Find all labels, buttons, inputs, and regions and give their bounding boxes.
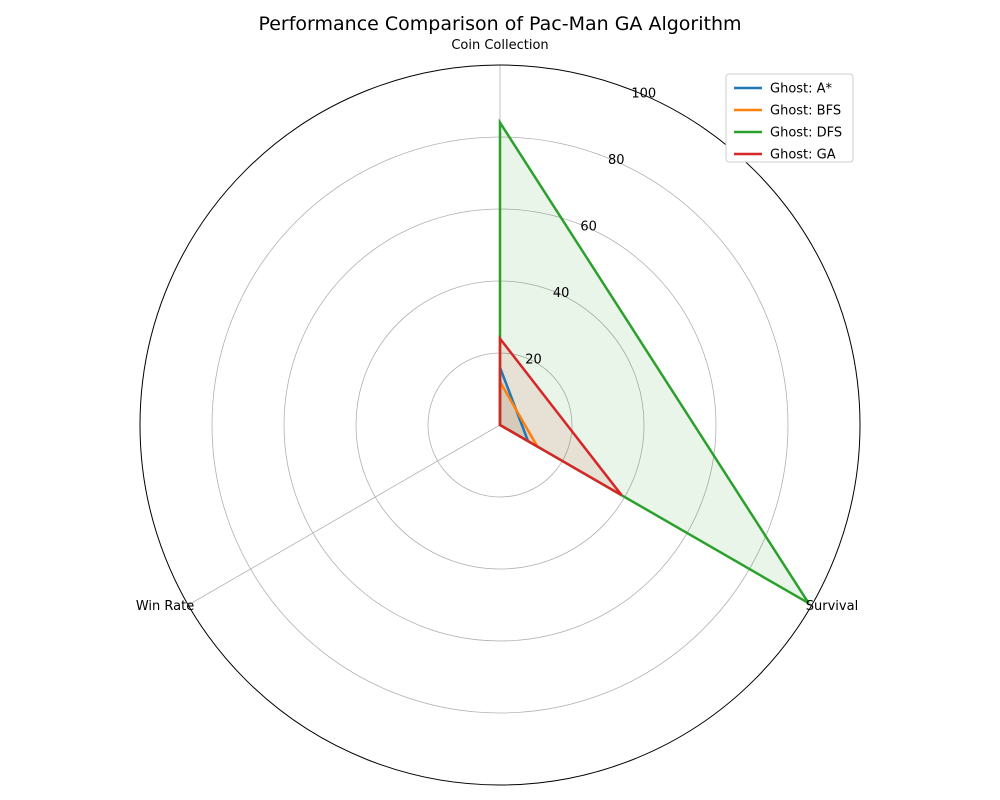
- legend: Ghost: A* Ghost: BFS Ghost: DFS Ghost: GA: [725, 73, 854, 163]
- radial-tick-labels: 20 40 60 80 100: [525, 86, 656, 367]
- legend-label: Ghost: GA: [770, 148, 836, 163]
- legend-label: Ghost: A*: [770, 82, 833, 97]
- r-tick-label: 100: [631, 86, 656, 101]
- r-tick-label: 40: [553, 286, 570, 301]
- r-tick-label: 80: [608, 153, 625, 168]
- axis-label: Coin Collection: [451, 38, 548, 53]
- chart-title: Performance Comparison of Pac-Man GA Alg…: [258, 13, 741, 35]
- series-line: [498, 118, 810, 605]
- legend-label: Ghost: BFS: [770, 104, 841, 119]
- legend-label: Ghost: DFS: [770, 126, 842, 141]
- axis-label: Win Rate: [136, 599, 194, 614]
- axis-labels: Coin Collection Survival Win Rate: [136, 38, 858, 614]
- axis-label: Survival: [806, 599, 858, 614]
- grid-spoke: [188, 424, 501, 606]
- legend-box: [725, 73, 854, 163]
- outer-circle: [139, 64, 861, 786]
- outer-frame: [139, 64, 861, 786]
- series-line: [498, 334, 623, 497]
- r-tick-label: 20: [525, 352, 542, 367]
- r-tick-label: 60: [580, 219, 597, 234]
- series-lines: [498, 118, 810, 605]
